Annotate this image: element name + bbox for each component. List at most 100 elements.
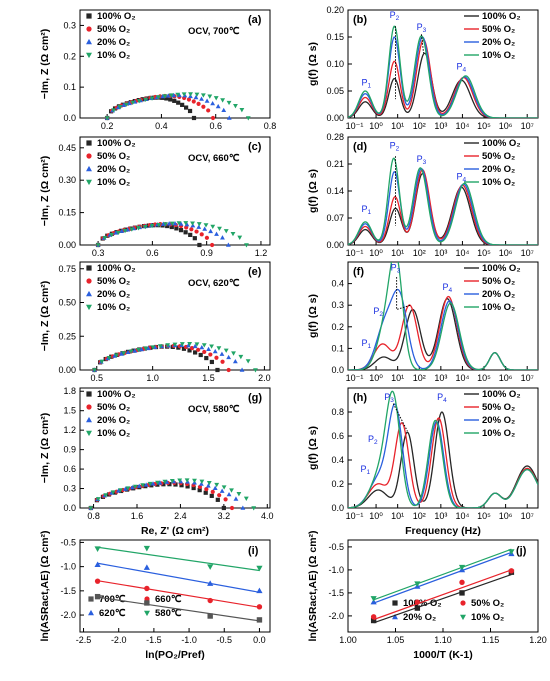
legend-entry: 100% O₂ [482, 11, 521, 22]
x-tick-label: 10² [413, 121, 426, 131]
data-point [256, 587, 263, 594]
data-point [187, 108, 193, 114]
data-point [125, 487, 130, 492]
condition-label: OCV, 580℃ [188, 404, 240, 415]
y-tick-label: 0.3 [63, 484, 76, 494]
legend-marker [86, 38, 92, 45]
legend-entry: 10% O₂ [97, 302, 130, 313]
x-tick-label: 0.8 [264, 121, 277, 131]
data-point [210, 100, 216, 106]
data-point [143, 564, 150, 570]
data-point [156, 223, 162, 228]
legend-marker [86, 265, 92, 271]
data-point [128, 349, 134, 354]
legend-entry: 50% O₂ [482, 402, 515, 413]
data-point [157, 480, 163, 485]
data-point [202, 349, 207, 355]
fit-line [373, 569, 512, 621]
data-point [204, 98, 210, 103]
x-tick-label: 10² [413, 511, 426, 521]
data-point [230, 231, 236, 237]
data-point [245, 116, 251, 121]
data-point [106, 355, 112, 361]
y-tick-label: 0.9 [63, 445, 76, 455]
panel-d: 10⁻¹ 10⁰ 10¹ 10² 10³ 10⁴ 10⁵ 10⁶ 10⁷ 0.00 0.07 0.14… [307, 132, 539, 258]
data-point [143, 346, 149, 351]
y-tick-label: 0.10 [326, 59, 344, 69]
legend-entry: 20% O₂ [403, 612, 436, 623]
data-point [114, 353, 119, 358]
data-point [123, 102, 129, 107]
data-point [208, 352, 213, 357]
y-tick-label: -1.5 [328, 588, 344, 598]
x-tick-label: 10⁻¹ [346, 121, 364, 131]
data-point [179, 483, 184, 488]
data-point [191, 485, 196, 491]
data-point [217, 226, 222, 231]
x-tick-label: 10⁴ [455, 248, 469, 258]
data-point [116, 488, 121, 493]
data-point [458, 564, 466, 571]
data-point [370, 596, 377, 602]
data-point [243, 496, 249, 501]
legend-marker [86, 13, 92, 19]
legend-marker [86, 52, 92, 59]
data-point [175, 92, 181, 98]
peak-label: P4 [442, 282, 452, 294]
legend-entry: 20% O₂ [97, 164, 130, 175]
y-tick-label: 0.1 [331, 343, 344, 353]
peak-label: P3 [384, 392, 394, 404]
data-point [205, 483, 211, 488]
legend-marker [86, 404, 92, 410]
fit-line [97, 580, 260, 608]
panel-f: 10⁻¹ 10⁰ 10¹ 10² 10³ 10⁴ 10⁵ 10⁶ 10⁷ 0.0 0.1 0.2 0.3… [307, 261, 539, 383]
data-point [160, 221, 166, 226]
y-tick-label: 0.3 [63, 20, 76, 30]
y-tick-label: 0.00 [326, 240, 344, 250]
data-point [144, 600, 150, 606]
data-point [220, 98, 226, 103]
data-point [240, 505, 246, 510]
legend-marker [392, 600, 398, 606]
data-point [156, 95, 161, 100]
y-tick-label: 0.20 [326, 5, 344, 15]
x-tick-label: 10⁵ [477, 121, 491, 131]
data-point [150, 345, 156, 350]
data-point [208, 228, 214, 234]
data-point [115, 230, 121, 236]
data-point [157, 344, 163, 349]
data-point [183, 221, 189, 226]
series-line [348, 390, 538, 508]
data-point [95, 497, 101, 502]
panel-b: 10⁻¹ 10⁰ 10¹ 10² 10³ 10⁴ 10⁵ 10⁶ 10⁷ 0.00 0.05 0.10… [307, 5, 539, 131]
y-tick-label: 0.0 [331, 503, 344, 513]
data-point [221, 505, 226, 511]
data-point [226, 115, 232, 120]
data-point [253, 368, 258, 373]
data-point [232, 358, 238, 364]
data-point [121, 102, 127, 107]
legend-entry: 20% O₂ [482, 415, 515, 426]
legend-entry: 50% O₂ [471, 598, 504, 609]
y-tick-label: 0.00 [326, 113, 344, 123]
x-tick-label: 10⁰ [369, 373, 383, 383]
y-tick-label: 0.0 [63, 503, 76, 513]
data-point [125, 349, 131, 355]
data-point [99, 359, 105, 364]
legend-entry: 100% O₂ [482, 389, 521, 400]
x-tick-label: 10⁰ [369, 248, 383, 258]
x-tick-label: 10¹ [391, 121, 404, 131]
data-point [207, 564, 214, 570]
y-tick-label: 0.4 [331, 455, 344, 465]
data-point [118, 488, 123, 493]
fit-line [97, 596, 260, 622]
peak-label: P3 [417, 154, 427, 166]
data-point [191, 115, 197, 121]
data-point [233, 104, 238, 109]
data-point [196, 347, 201, 352]
data-point [171, 92, 177, 98]
data-point [129, 227, 135, 232]
legend-marker [88, 596, 94, 602]
legend-marker [86, 179, 92, 186]
